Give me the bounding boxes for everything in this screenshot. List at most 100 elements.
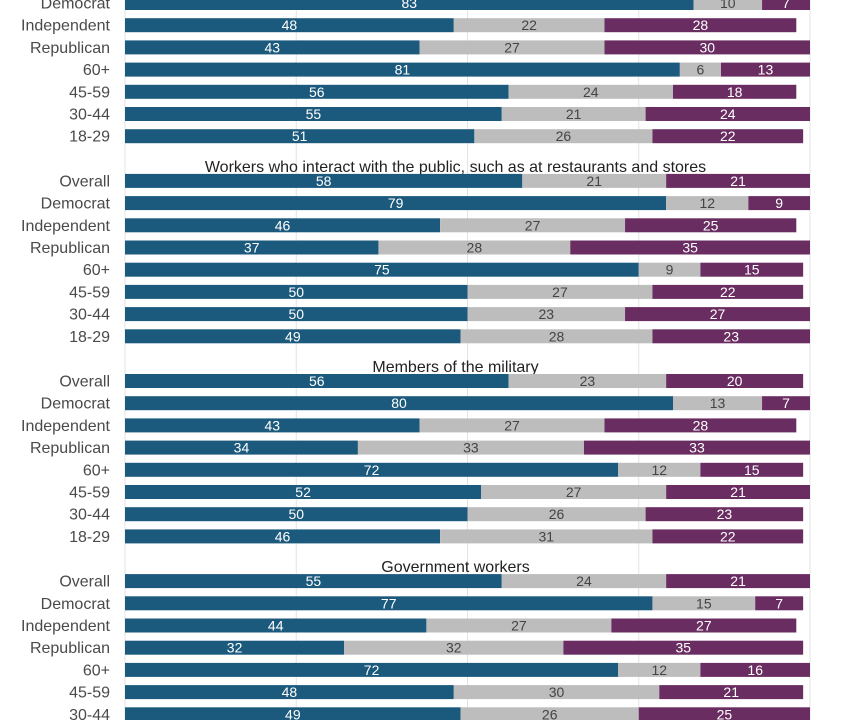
bar-segment	[652, 529, 804, 544]
bar-value-label: 12	[652, 462, 668, 478]
row-label: 18-29	[69, 129, 110, 146]
row-label: 60+	[83, 462, 110, 479]
bar-segment	[700, 662, 810, 677]
bar-segment	[467, 307, 626, 322]
bar-segment	[125, 240, 379, 255]
bar-segment	[125, 284, 468, 299]
bar-segment	[125, 40, 420, 55]
bar-value-label: 22	[521, 17, 537, 33]
bar-segment	[125, 707, 461, 720]
bar-value-label: 10	[720, 0, 736, 11]
bar-segment	[460, 329, 653, 344]
bar-segment	[501, 574, 667, 589]
row-label: 60+	[83, 262, 110, 279]
row-label: 30-44	[69, 307, 110, 324]
bar-segment	[604, 40, 810, 55]
bar-value-label: 37	[244, 240, 260, 256]
bar-segment	[474, 129, 653, 144]
bar-segment	[638, 262, 701, 277]
row-label: Republican	[30, 240, 110, 257]
bar-value-label: 12	[652, 662, 668, 678]
section-title: Workers who interact with the public, su…	[205, 159, 706, 176]
bar-segment	[125, 485, 482, 499]
bar-value-label: 24	[720, 106, 736, 122]
bar-value-label: 12	[699, 195, 715, 211]
bar-segment	[419, 418, 605, 433]
bar-value-label: 55	[306, 573, 322, 589]
bar-value-label: 35	[682, 240, 698, 256]
bar-segment	[481, 485, 667, 499]
bar-segment	[618, 462, 701, 477]
bar-segment	[125, 462, 619, 477]
bar-value-label: 35	[675, 640, 691, 656]
bar-value-label: 27	[710, 306, 726, 322]
bar-value-label: 13	[710, 395, 726, 411]
bar-value-label: 32	[446, 640, 462, 656]
bar-value-label: 7	[782, 0, 790, 11]
bar-value-label: 27	[525, 217, 541, 233]
row-label: Overall	[59, 374, 110, 391]
bar-segment	[583, 440, 810, 455]
bar-segment	[460, 707, 639, 720]
bar-value-label: 49	[285, 328, 301, 344]
row-label: Democrat	[41, 396, 111, 413]
bar-value-label: 22	[720, 284, 736, 300]
bar-segment	[125, 418, 420, 433]
bar-segment	[638, 707, 810, 720]
bar-value-label: 26	[542, 706, 558, 720]
bar-segment	[125, 662, 619, 677]
bar-segment	[762, 0, 810, 10]
bar-value-label: 21	[730, 573, 746, 589]
bar-value-label: 83	[401, 0, 417, 11]
bar-value-label: 77	[381, 595, 397, 611]
bar-segment	[748, 196, 810, 211]
bar-value-label: 51	[292, 128, 308, 144]
bar-segment	[125, 329, 461, 344]
bar-value-label: 79	[388, 195, 404, 211]
row-label: Democrat	[41, 196, 111, 213]
bar-value-label: 22	[720, 128, 736, 144]
row-label: Overall	[59, 173, 110, 190]
bar-value-label: 28	[693, 17, 709, 33]
bar-value-label: 25	[717, 706, 733, 720]
bar-segment	[762, 396, 810, 411]
row-label: Republican	[30, 640, 110, 657]
bar-value-label: 81	[395, 62, 411, 78]
bar-segment	[125, 507, 468, 522]
row-label: 30-44	[69, 707, 110, 720]
bar-value-label: 34	[234, 440, 250, 456]
bar-value-label: 72	[364, 662, 380, 678]
bar-segment	[125, 529, 441, 544]
bar-segment	[440, 218, 626, 233]
bar-value-label: 20	[727, 373, 743, 389]
bar-segment	[604, 18, 797, 33]
bar-value-label: 46	[275, 217, 291, 233]
row-label: Democrat	[41, 0, 111, 13]
bar-segment	[125, 18, 454, 33]
bar-segment	[673, 396, 763, 411]
bar-segment	[659, 685, 804, 700]
bar-value-label: 13	[758, 62, 774, 78]
bar-value-label: 50	[288, 506, 304, 522]
bar-value-label: 49	[285, 706, 301, 720]
bar-segment	[522, 173, 667, 188]
bar-value-label: 30	[549, 684, 565, 700]
bar-value-label: 24	[583, 84, 599, 100]
bar-value-label: 23	[538, 306, 554, 322]
bar-value-label: 15	[696, 595, 712, 611]
bar-value-label: 72	[364, 462, 380, 478]
bar-segment	[625, 218, 797, 233]
bar-segment	[344, 640, 564, 655]
section-title: Members of the military	[372, 359, 538, 376]
bar-value-label: 21	[586, 173, 602, 189]
bar-segment	[652, 329, 810, 344]
bar-segment	[125, 173, 523, 188]
row-label: 45-59	[69, 485, 110, 502]
bar-value-label: 21	[723, 684, 739, 700]
bar-segment	[125, 307, 468, 322]
bar-segment	[720, 62, 810, 77]
bar-segment	[755, 596, 804, 611]
bar-segment	[125, 396, 673, 411]
bar-segment	[508, 84, 673, 99]
bar-value-label: 27	[552, 284, 568, 300]
